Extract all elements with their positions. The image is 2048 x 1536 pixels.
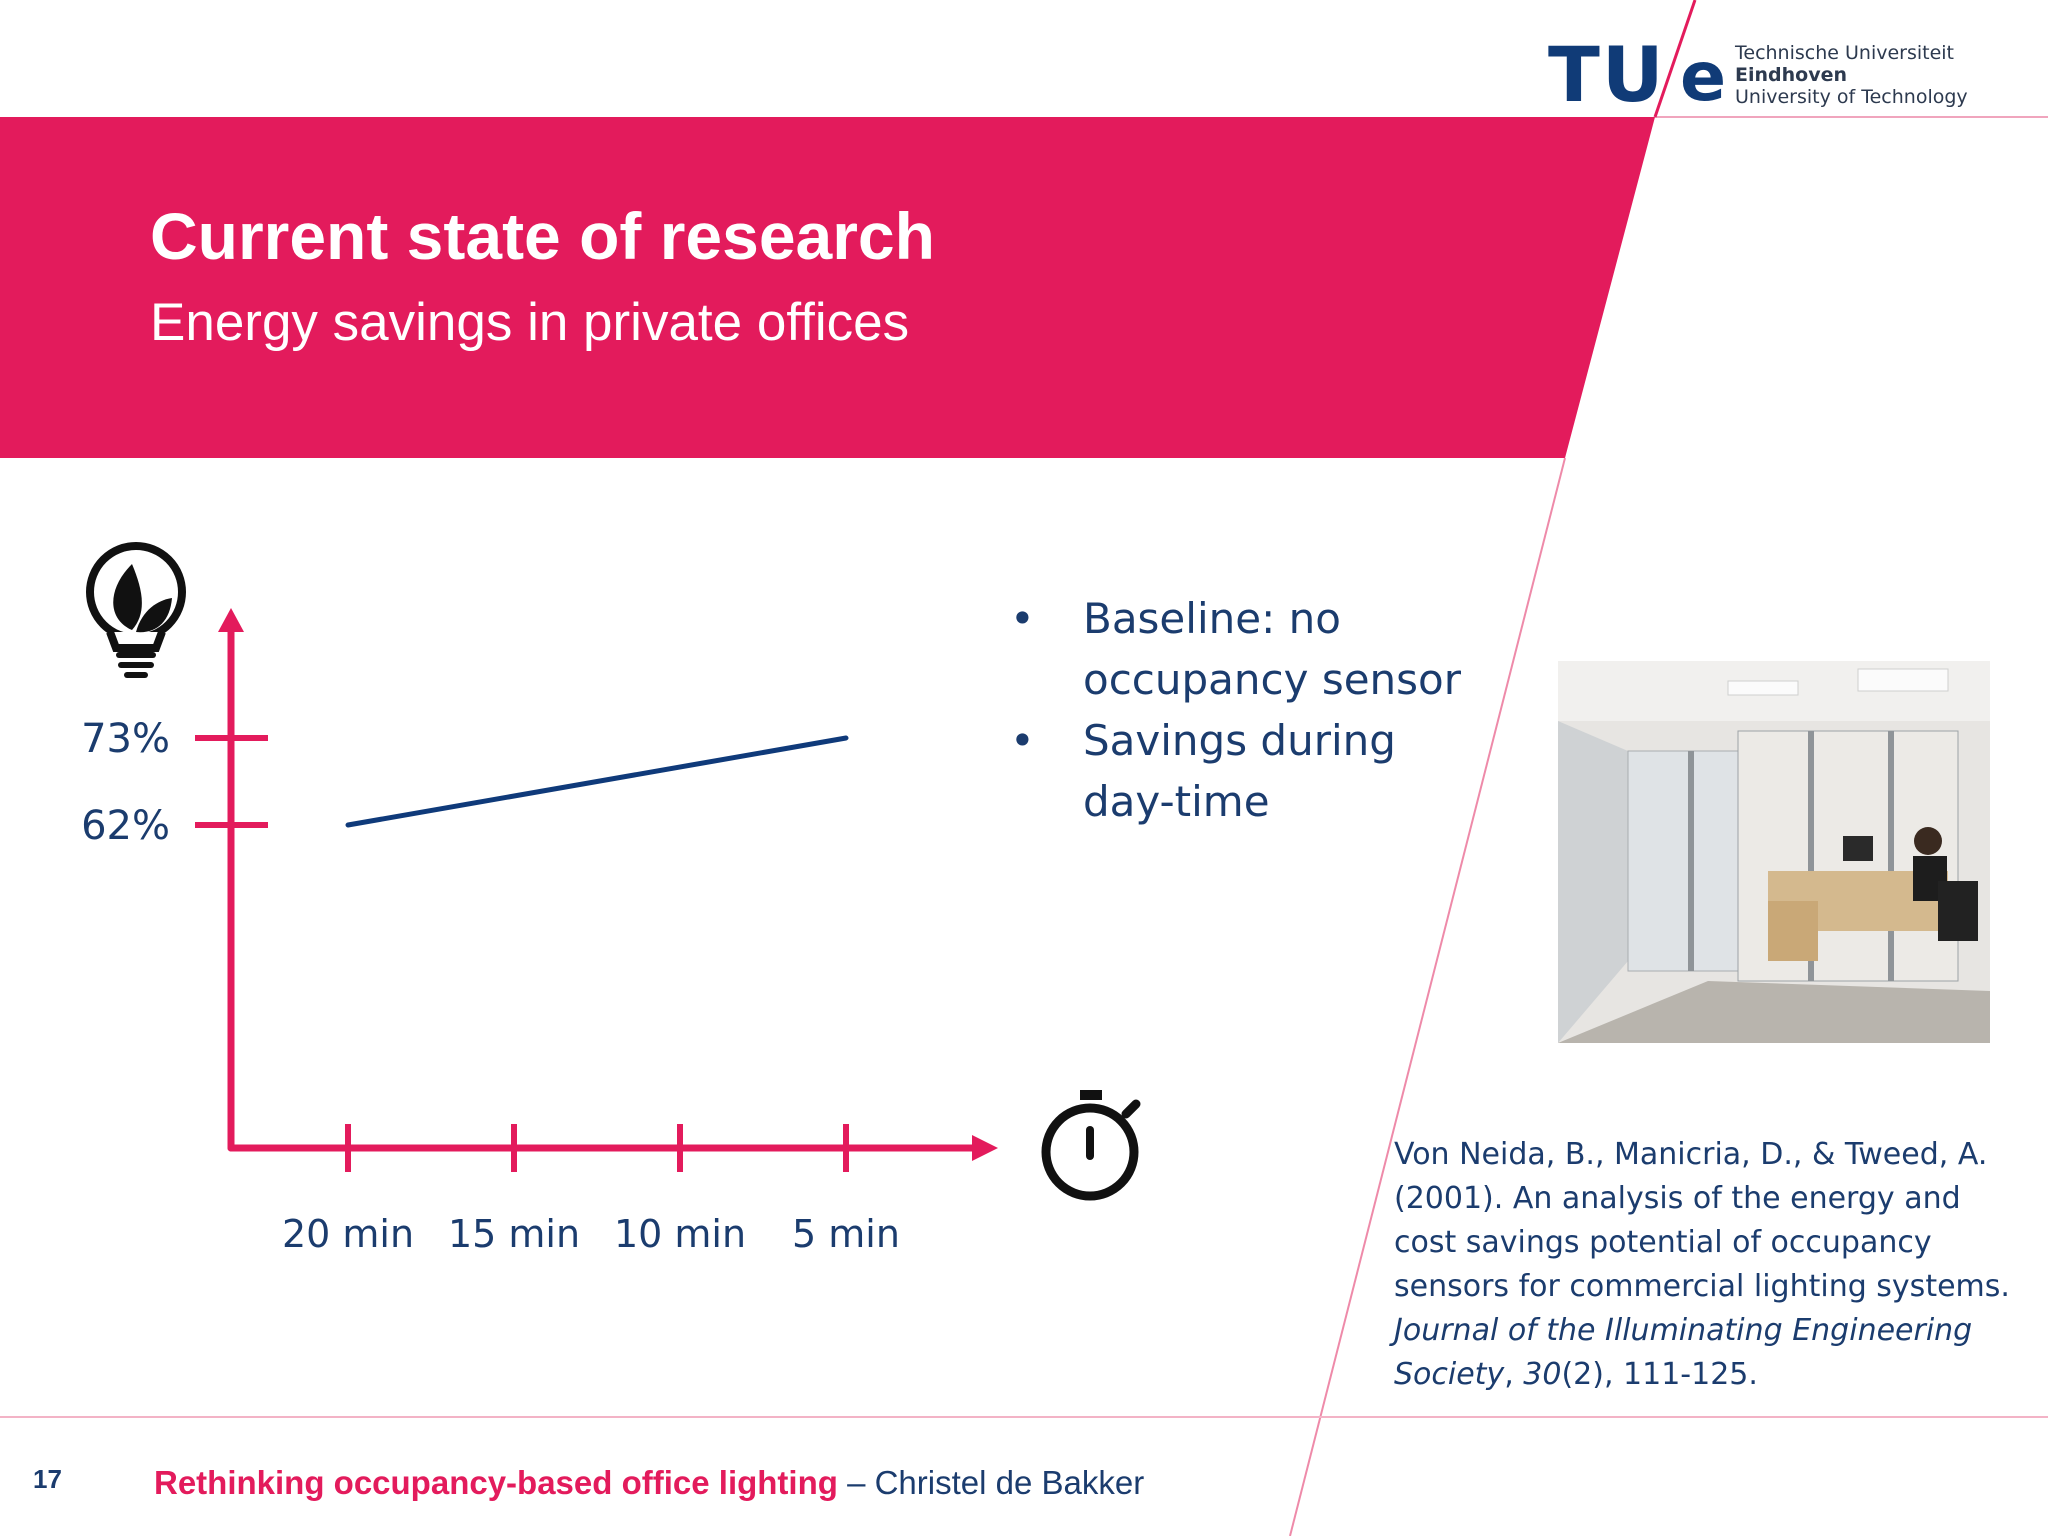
slide-title: Current state of research xyxy=(150,199,935,273)
x-tick-label: 15 min xyxy=(448,1212,580,1256)
page-number: 17 xyxy=(33,1464,62,1494)
bullet-line: occupancy sensor xyxy=(1083,655,1461,704)
office-photo xyxy=(1558,661,1990,1043)
bullet-marker: • xyxy=(1010,716,1035,765)
chart-axes xyxy=(218,608,998,1161)
logo-slash-line xyxy=(1653,0,1697,118)
series-line xyxy=(345,735,849,828)
bullet-line: Savings during xyxy=(1083,716,1396,765)
presenter: – Christel de Bakker xyxy=(837,1464,1145,1501)
citation-authors: Von Neida, B., Manicria, D., & Tweed, A.… xyxy=(1394,1137,2010,1304)
chart-marks: 20 min 15 min 10 min 5 min 73% 62% xyxy=(81,716,900,1256)
bullet-item: • Savings during day-time xyxy=(1010,710,1461,832)
logo-line-2: Eindhoven xyxy=(1735,64,1847,86)
logo-line-3: University of Technology xyxy=(1735,86,1968,108)
logo-mark-e: e xyxy=(1680,38,1727,117)
bullet-line: Baseline: no xyxy=(1083,594,1341,643)
citation-volume: 30 xyxy=(1523,1357,1562,1392)
citation-journal: Journal of the Illuminating Engineering … xyxy=(1394,1313,1973,1392)
diagonal-divider xyxy=(1289,457,1566,1536)
header-band xyxy=(0,117,1655,458)
citation: Von Neida, B., Manicria, D., & Tweed, A.… xyxy=(1394,1133,2014,1397)
x-axis-arrowhead xyxy=(972,1135,998,1161)
y-tick-label: 62% xyxy=(81,803,170,849)
lightbulb-leaf-icon xyxy=(86,542,186,678)
y-tick-label: 73% xyxy=(81,716,170,762)
bullet-marker: • xyxy=(1010,594,1035,643)
logo-text: Technische Universiteit Eindhoven Univer… xyxy=(1735,42,1968,108)
footer-title: Rethinking occupancy-based office lighti… xyxy=(154,1464,1144,1502)
bullet-line: day-time xyxy=(1083,777,1270,826)
bullet-list: • Baseline: no occupancy sensor • Saving… xyxy=(1010,588,1461,832)
logo-mark-tu: TU xyxy=(1548,30,1666,119)
bullet-item: • Baseline: no occupancy sensor xyxy=(1010,588,1461,710)
citation-sep: , xyxy=(1504,1357,1524,1392)
stopwatch-icon xyxy=(1041,1090,1141,1201)
y-axis-arrowhead xyxy=(218,608,244,632)
presentation-title: Rethinking occupancy-based office lighti… xyxy=(154,1464,838,1501)
x-tick-label: 5 min xyxy=(792,1212,900,1256)
x-tick-label: 10 min xyxy=(614,1212,746,1256)
logo-line-1: Technische Universiteit xyxy=(1735,42,1955,64)
citation-issue-pages: (2), 111-125. xyxy=(1561,1357,1758,1392)
slide-subtitle: Energy savings in private offices xyxy=(150,293,910,352)
x-tick-label: 20 min xyxy=(282,1212,414,1256)
